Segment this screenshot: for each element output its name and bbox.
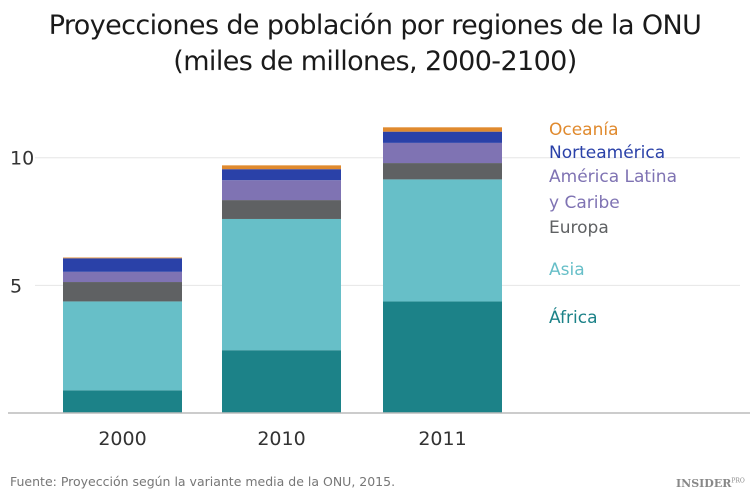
bar-segment xyxy=(383,131,502,143)
bar-segment xyxy=(383,127,502,132)
source-note: Fuente: Proyección según la variante med… xyxy=(10,474,396,489)
bar-segment xyxy=(383,301,502,413)
legend-label: América Latina xyxy=(549,167,677,187)
bar-segment xyxy=(383,142,502,164)
bar-segment xyxy=(63,271,182,283)
bar-segment xyxy=(63,282,182,302)
legend-label: Oceanía xyxy=(549,120,619,140)
bar-segment xyxy=(222,169,341,181)
stacked-bar-chart: 5 10 2000 2010 2011 Oceanía Norteamérica Améric… xyxy=(8,120,750,450)
bar-segment xyxy=(63,390,182,413)
legend-label: Europa xyxy=(549,218,609,238)
legend-label: África xyxy=(549,306,598,328)
bar-segment xyxy=(383,179,502,302)
bar-segment xyxy=(222,200,341,219)
bar-segment xyxy=(222,350,341,413)
y-tick-label: 5 xyxy=(10,275,22,297)
chart-title: Proyecciones de población por regiones d… xyxy=(48,10,702,41)
bar-segment xyxy=(63,258,182,272)
chart-subtitle: (miles de millones, 2000-2100) xyxy=(173,46,577,77)
x-tick-label: 2011 xyxy=(418,428,466,450)
legend-label: Asia xyxy=(549,260,585,280)
legend-label: Norteamérica xyxy=(549,143,665,163)
insider-pro-logo: INSIDERPRO xyxy=(676,477,745,490)
y-tick-label: 10 xyxy=(10,148,34,170)
bar-segment xyxy=(383,163,502,180)
x-tick-label: 2000 xyxy=(98,428,146,450)
bar-segment xyxy=(63,257,182,259)
bar-segment xyxy=(222,218,341,351)
x-tick-label: 2010 xyxy=(257,428,305,450)
bar-segment xyxy=(222,165,341,170)
bar-segment xyxy=(222,180,341,201)
legend-label: y Caribe xyxy=(549,193,620,213)
bar-segment xyxy=(63,301,182,391)
